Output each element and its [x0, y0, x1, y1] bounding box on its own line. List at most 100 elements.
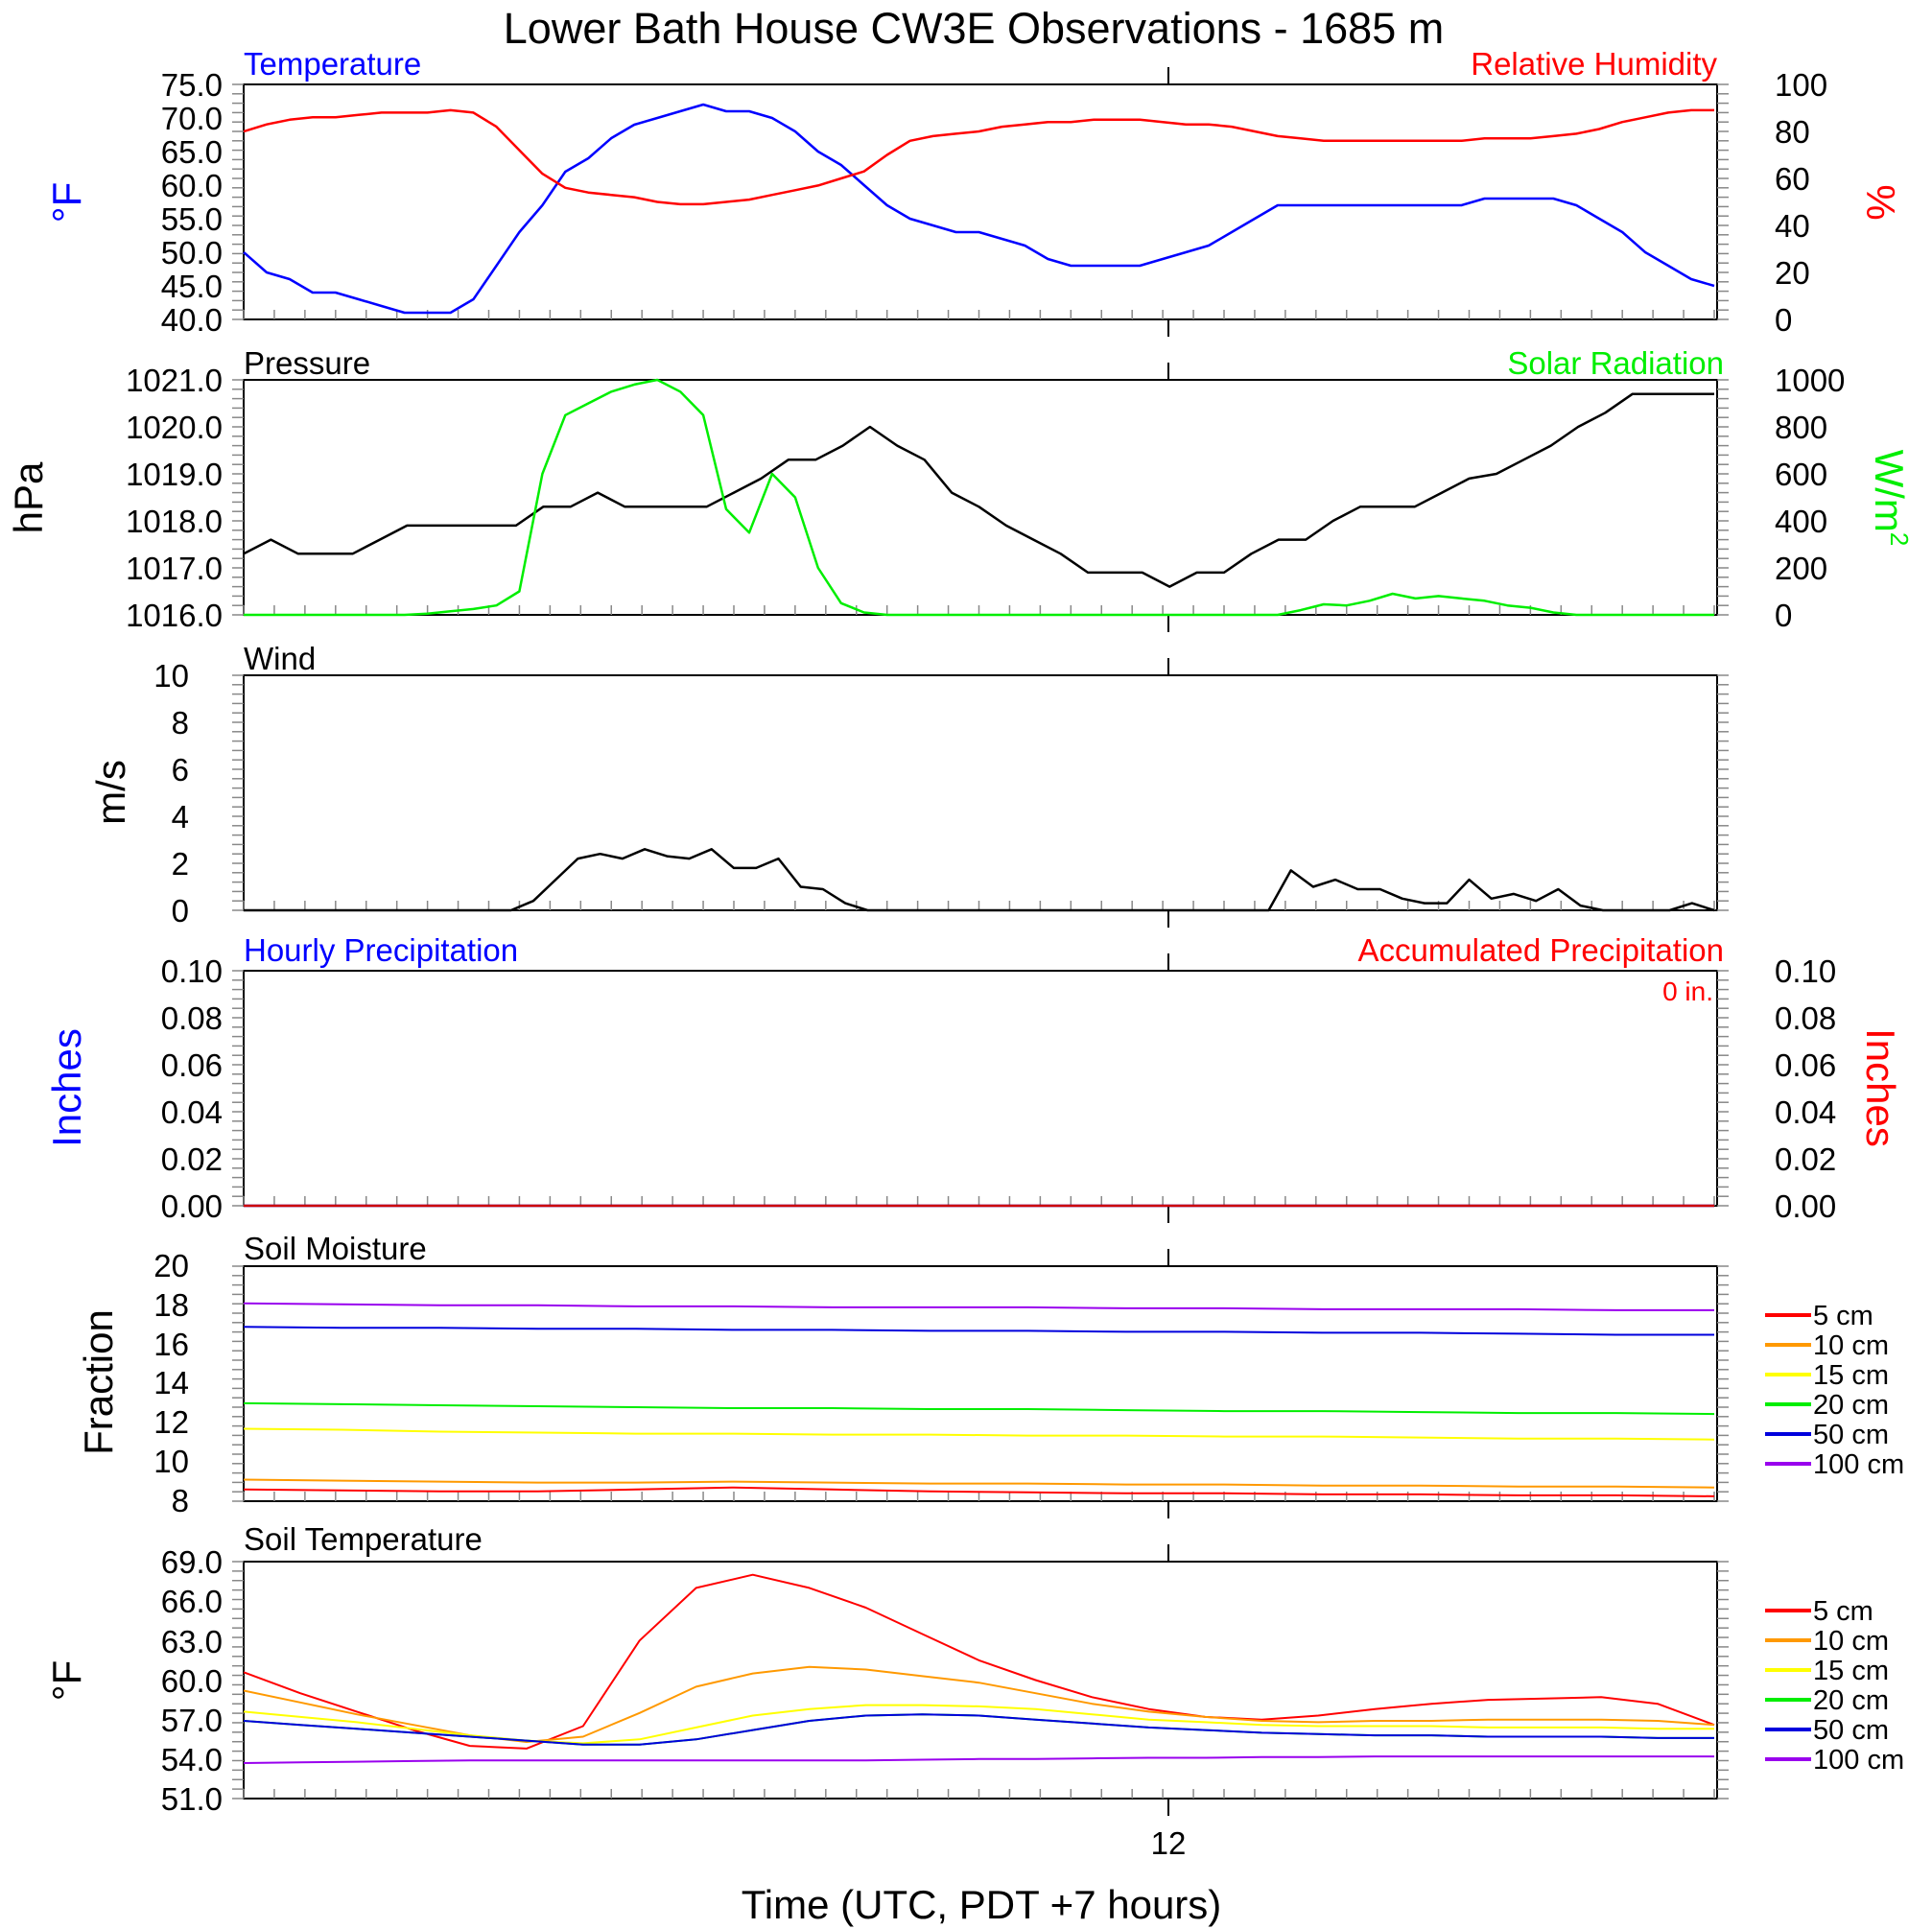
y-tick-label: 66.0 [161, 1584, 223, 1619]
series-line-50-cm [243, 1713, 1714, 1746]
y2-tick-label: 200 [1775, 551, 1827, 586]
series-line-15-cm [243, 1427, 1715, 1441]
legend-item-15cm: 15 cm [1765, 1360, 1889, 1391]
panel-frame [243, 970, 1718, 1207]
y-tick-label: 63.0 [161, 1624, 223, 1659]
y2-tick-label: 1000 [1775, 363, 1845, 398]
y-tick-label: 1020.0 [126, 410, 223, 445]
y-tick-label: 8 [172, 1483, 189, 1518]
y-tick-label: 60.0 [161, 1663, 223, 1699]
plot-layer [232, 67, 1729, 1816]
y2-tick-label: 0.00 [1775, 1188, 1836, 1224]
y-tick-label: 0 [172, 893, 189, 929]
y-tick-label: 0.02 [161, 1141, 223, 1177]
legend-item-10cm: 10 cm [1765, 1626, 1889, 1657]
y-tick-label: 0.04 [161, 1094, 223, 1130]
legend-item-100cm: 100 cm [1765, 1745, 1904, 1776]
y-tick-label: 1016.0 [126, 598, 223, 633]
solar-unit-sup: 2 [1885, 532, 1914, 546]
svg-text:W/m2: W/m2 [1867, 450, 1914, 547]
y2-tick-label: 800 [1775, 410, 1827, 445]
soil-moisture-legend: 5 cm 10 cm 15 cm 20 cm 50 cm 100 cm [1765, 1301, 1904, 1480]
hourly-precip-y-label: Inches [44, 1028, 89, 1147]
solar-y-label: W/m2 [1867, 450, 1914, 547]
soil-temperature-legend: 5 cm 10 cm 15 cm 20 cm 50 cm 100 cm [1765, 1596, 1904, 1776]
y2-tick-label: 400 [1775, 504, 1827, 539]
wind-y-label: m/s [88, 760, 133, 825]
legend-item-20cm: 20 cm [1765, 1390, 1889, 1421]
legend-label: 20 cm [1813, 1685, 1889, 1716]
series-line-100-cm [243, 1755, 1714, 1764]
series-line-wind [244, 848, 1715, 912]
panel-frame [243, 83, 1718, 320]
solar-title: Solar Radiation [1507, 345, 1724, 381]
legend-item-20cm: 20 cm [1765, 1685, 1889, 1716]
wind-left-ticks: 10 8 6 4 2 0 [153, 658, 189, 929]
legend-label: 5 cm [1813, 1301, 1873, 1331]
y-tick-label: 69.0 [161, 1544, 223, 1580]
y-tick-label: 0.00 [161, 1188, 223, 1224]
legend-label: 100 cm [1813, 1745, 1904, 1776]
panel-frame [243, 674, 1718, 911]
y-tick-label: 1017.0 [126, 551, 223, 586]
soil-moisture-title: Soil Moisture [244, 1231, 427, 1266]
temperature-left-ticks: 75.0 70.0 65.0 60.0 55.0 50.0 45.0 40.0 [161, 67, 223, 338]
y2-tick-label: 0 [1775, 302, 1792, 338]
panel-pressure: Pressure Solar Radiation 1021.0 1020.0 1… [6, 345, 1914, 633]
accum-precip-title: Accumulated Precipitation [1357, 932, 1724, 968]
y-tick-label: 50.0 [161, 235, 223, 271]
panel-frame [243, 1561, 1718, 1800]
hourly-precip-title: Hourly Precipitation [244, 932, 518, 968]
soil-temperature-y-label: °F [44, 1660, 89, 1701]
y-tick-label: 70.0 [161, 101, 223, 136]
y-tick-label: 55.0 [161, 201, 223, 237]
series-line-20-cm [243, 1401, 1715, 1416]
y2-tick-label: 0 [1775, 598, 1792, 633]
legend-label: 15 cm [1813, 1656, 1889, 1686]
panel-frame [243, 379, 1718, 616]
y-tick-label: 0.08 [161, 1000, 223, 1036]
series-line-5-cm [243, 1486, 1715, 1497]
legend-item-5cm: 5 cm [1765, 1301, 1873, 1331]
y-tick-label: 8 [172, 705, 189, 741]
y-tick-label: 10 [153, 658, 189, 694]
y-tick-label: 2 [172, 846, 189, 882]
y-tick-label: 40.0 [161, 302, 223, 338]
y-tick-label: 20 [153, 1248, 189, 1283]
series-line-relative-humidity [243, 108, 1714, 206]
series-line-temperature [243, 103, 1715, 315]
legend-label: 5 cm [1813, 1596, 1873, 1627]
y2-tick-label: 80 [1775, 114, 1810, 150]
y-tick-label: 75.0 [161, 67, 223, 103]
temperature-title: Temperature [244, 46, 421, 82]
y2-tick-label: 100 [1775, 67, 1827, 103]
solar-unit: W/m [1867, 450, 1912, 532]
humidity-right-ticks: 100 80 60 40 20 0 [1775, 67, 1827, 338]
series-line-50-cm [243, 1326, 1714, 1336]
y-tick-label: 45.0 [161, 269, 223, 304]
legend-label: 100 cm [1813, 1449, 1904, 1480]
pressure-left-ticks: 1021.0 1020.0 1019.0 1018.0 1017.0 1016.… [126, 363, 223, 633]
panel-frame [243, 1265, 1718, 1502]
series-line-5-cm [243, 1573, 1715, 1750]
legend-item-50cm: 50 cm [1765, 1715, 1889, 1746]
legend-label: 10 cm [1813, 1626, 1889, 1657]
y2-tick-label: 0.08 [1775, 1000, 1836, 1036]
y2-tick-label: 20 [1775, 255, 1810, 291]
y-tick-label: 16 [153, 1327, 189, 1362]
figure-title: Lower Bath House CW3E Observations - 168… [504, 4, 1444, 53]
pressure-y-label: hPa [6, 461, 51, 533]
series-line-100-cm [243, 1302, 1714, 1311]
y-tick-label: 18 [153, 1287, 189, 1323]
wind-title: Wind [244, 641, 316, 676]
accum-precip-annotation: 0 in. [1662, 976, 1713, 1006]
y-tick-label: 1018.0 [126, 504, 223, 539]
panel-soil-temperature: Soil Temperature 69.0 66.0 63.0 60.0 57.… [44, 1521, 1904, 1817]
humidity-title: Relative Humidity [1471, 46, 1717, 82]
legend-item-50cm: 50 cm [1765, 1420, 1889, 1450]
y2-tick-label: 0.02 [1775, 1141, 1836, 1177]
legend-item-100cm: 100 cm [1765, 1449, 1904, 1480]
y-tick-label: 1019.0 [126, 457, 223, 492]
y-tick-label: 65.0 [161, 134, 223, 170]
